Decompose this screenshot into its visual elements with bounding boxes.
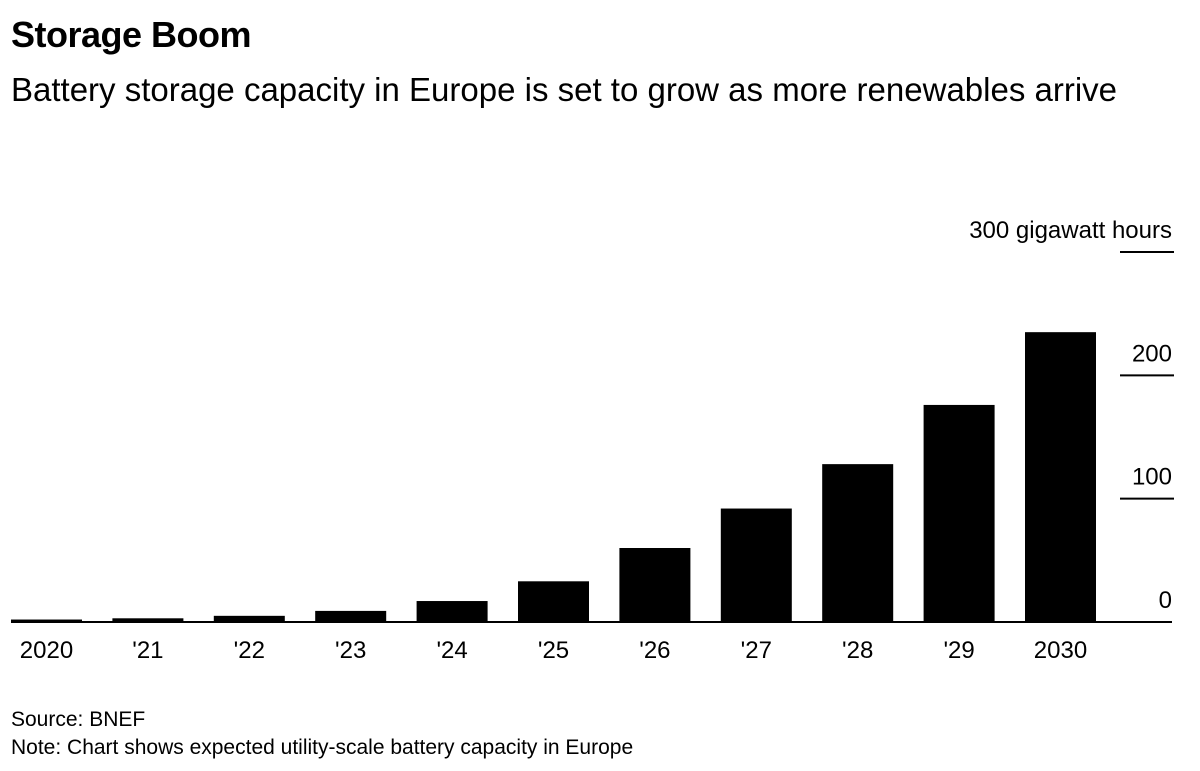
- x-tick-label-9: '29: [943, 637, 974, 664]
- bar-10: [1025, 332, 1096, 622]
- chart-title: Storage Boom: [11, 14, 252, 55]
- x-tick-label-1: '21: [132, 637, 163, 664]
- bar-6: [619, 548, 691, 622]
- x-tick-label-2: '22: [234, 637, 265, 664]
- bar-5: [518, 581, 589, 622]
- bar-7: [720, 508, 792, 622]
- x-tick-label-6: '26: [639, 637, 670, 664]
- bar-chart: 300 gigawatt hours 200 100 0 2020 '21 '22 '23 '2…: [11, 217, 1174, 664]
- y-tick-label-1: 200: [1132, 340, 1172, 367]
- bar-2: [213, 615, 285, 622]
- bar-9: [923, 404, 995, 622]
- y-tick-label-3: 0: [1159, 587, 1172, 614]
- bar-1: [112, 618, 184, 622]
- bar-3: [315, 610, 387, 622]
- x-tick-label-10: 2030: [1034, 637, 1087, 664]
- x-tick-label-5: '25: [538, 637, 569, 664]
- source-note: Source: BNEF: [11, 708, 146, 731]
- y-tick-label-2: 100: [1132, 464, 1172, 491]
- x-tick-label-4: '24: [436, 637, 467, 664]
- x-tick-label-8: '28: [842, 637, 873, 664]
- bar-8: [822, 464, 894, 622]
- bar-4: [416, 601, 488, 622]
- bar-0: [11, 619, 82, 622]
- x-tick-label-3: '23: [335, 637, 366, 664]
- chart-note: Note: Chart shows expected utility-scale…: [11, 736, 634, 759]
- y-tick-label-0: 300 gigawatt hours: [969, 217, 1172, 244]
- x-tick-label-0: 2020: [20, 637, 73, 664]
- chart-subtitle: Battery storage capacity in Europe is se…: [11, 71, 1118, 108]
- x-tick-label-7: '27: [741, 637, 772, 664]
